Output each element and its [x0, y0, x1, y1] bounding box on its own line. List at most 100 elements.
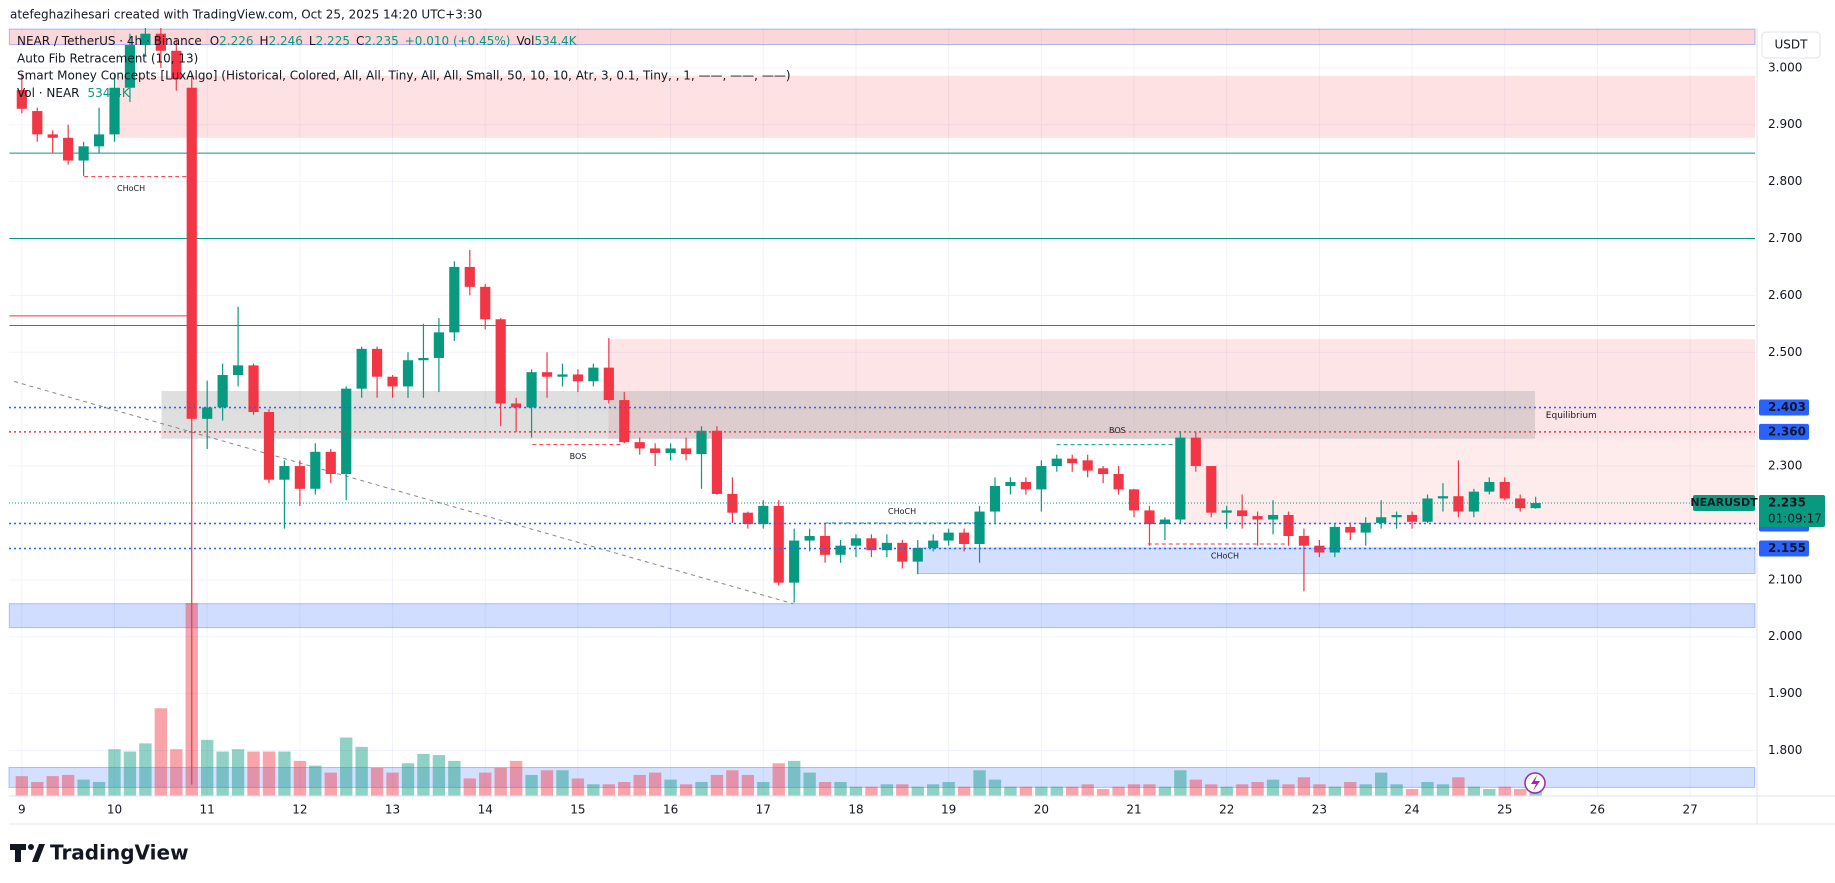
volume-bar [1374, 772, 1388, 796]
volume-bar [262, 751, 276, 796]
volume-bar [77, 779, 90, 796]
legend-high: 2.246 [269, 34, 303, 48]
candle-body [1267, 514, 1279, 520]
candle-body [1128, 489, 1140, 511]
candle-body [850, 538, 862, 546]
plot-area: CHoCH BOS CHoCH BOS CHoCH Equilibrium 3.000 2.9… [8, 28, 1835, 826]
caption: atefeghazihesari created with TradingVie… [10, 8, 482, 22]
volume-bar [1066, 786, 1079, 796]
candle-body [464, 266, 475, 287]
volume-bar [818, 781, 832, 796]
volume-bar [849, 786, 863, 796]
volume-bar [1004, 786, 1017, 796]
volume-bar [1359, 784, 1372, 796]
volume-band [8, 767, 1756, 788]
volume-bar [1390, 784, 1403, 796]
annotation: CHoCH [117, 184, 145, 193]
x-tick-label: 10 [107, 803, 122, 817]
volume-bar [957, 786, 971, 796]
volume-bar [31, 781, 44, 796]
candle-body [341, 388, 352, 475]
candle-body [1530, 503, 1541, 509]
candle-body [588, 367, 599, 382]
volume-bar [340, 737, 353, 796]
zone [1179, 438, 1755, 525]
volume-bar [757, 781, 770, 796]
y-tick-label: 2.900 [1768, 117, 1802, 131]
countdown: 01:09:17 [1768, 512, 1822, 526]
annotation: CHoCH [1211, 551, 1239, 560]
volume-bar [571, 778, 585, 796]
logo-mark [10, 844, 26, 862]
volume-bar [216, 751, 229, 796]
x-tick-label: 24 [1404, 803, 1419, 817]
currency-button[interactable] [1761, 31, 1821, 59]
volume-bar [726, 770, 739, 796]
study-fib[interactable]: Auto Fib Retracement (10, 13) [17, 52, 198, 66]
volume-bar [154, 708, 168, 796]
x-tick-label: 22 [1219, 803, 1234, 817]
volume-bar [618, 781, 631, 796]
candle-body [789, 540, 800, 583]
candle-body [217, 375, 228, 408]
y-tick-label: 2.700 [1768, 231, 1802, 245]
x-tick-label: 11 [200, 803, 215, 817]
x-tick-label: 17 [756, 803, 771, 817]
alert-bolt [1531, 775, 1540, 791]
x-tick-label: 14 [478, 803, 493, 817]
candle-body [171, 50, 182, 80]
candle-body [1329, 526, 1340, 553]
candle-body [279, 466, 290, 480]
x-tick-label: 23 [1312, 803, 1327, 817]
volume-bar [911, 786, 924, 796]
symbol-tag-label: NEARUSDT [1690, 496, 1758, 509]
candle-body [742, 512, 753, 525]
legend-c: C [356, 34, 364, 48]
volume-bar [896, 784, 909, 796]
study-smc[interactable]: Smart Money Concepts [LuxAlgo] (Historic… [17, 69, 791, 83]
candle-body [1159, 519, 1171, 525]
x-tick-label: 25 [1497, 803, 1512, 817]
y-tick-label: 2.000 [1768, 629, 1802, 643]
volume-bar [509, 760, 523, 796]
x-tick-label: 9 [18, 803, 26, 817]
volume-bar [788, 760, 801, 796]
volume-bar [448, 760, 461, 796]
candle-body [1082, 460, 1093, 471]
y-tick-label: 2.300 [1768, 459, 1802, 473]
candle-body [835, 545, 846, 555]
volume-bar [1081, 784, 1094, 796]
volume-bar [1143, 784, 1156, 796]
candle-body [819, 536, 831, 555]
volume-bar [1174, 770, 1187, 796]
candle-body [1515, 498, 1526, 509]
x-tick-label: 13 [385, 803, 400, 817]
candle-body [310, 451, 321, 489]
candle-body [418, 357, 429, 361]
volume-bar [695, 781, 708, 796]
volume-bar [1498, 786, 1511, 796]
volume-bar [664, 779, 677, 796]
volume-bar [355, 746, 368, 796]
candle-body [449, 266, 460, 333]
volume-bar [710, 774, 724, 796]
candle-body [155, 33, 166, 51]
volume-bar [386, 772, 399, 796]
price-tag-label: 2.155 [1768, 541, 1806, 555]
candle-body [1406, 514, 1418, 522]
x-tick-label: 16 [663, 803, 678, 817]
symbol-tag [1693, 495, 1755, 512]
candle-body [1005, 481, 1016, 486]
candle-body [356, 348, 367, 389]
candle-body [1391, 514, 1402, 518]
candle-body [557, 374, 568, 377]
volume-bar [602, 784, 615, 796]
candle-body [650, 448, 661, 453]
candle-body [711, 430, 723, 494]
candle-body [47, 134, 58, 138]
brand-logo [10, 844, 45, 862]
legend-vol-prefix: Vol [516, 34, 534, 48]
volume-bar [1189, 779, 1202, 796]
currency[interactable]: USDT [1775, 38, 1809, 52]
study-vol-line[interactable]: Vol · NEAR 534.4K [17, 86, 131, 100]
